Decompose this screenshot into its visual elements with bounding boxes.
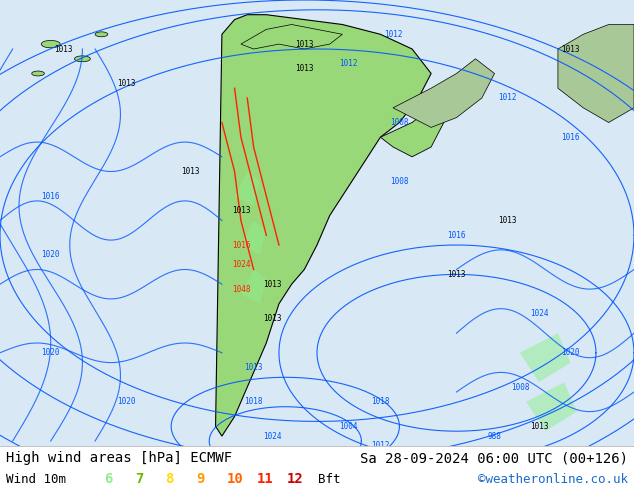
- Text: 1020: 1020: [561, 348, 580, 357]
- Ellipse shape: [95, 32, 108, 37]
- Text: 1008: 1008: [390, 118, 409, 127]
- Text: 1016: 1016: [447, 231, 466, 240]
- Text: Wind 10m: Wind 10m: [6, 473, 67, 486]
- Text: 1013: 1013: [244, 363, 263, 372]
- Text: High wind areas [hPa] ECMWF: High wind areas [hPa] ECMWF: [6, 451, 233, 465]
- Text: 1018: 1018: [371, 397, 390, 406]
- Text: Sa 28-09-2024 06:00 UTC (00+126): Sa 28-09-2024 06:00 UTC (00+126): [359, 451, 628, 465]
- Polygon shape: [235, 172, 260, 206]
- Text: 1030: 1030: [295, 451, 314, 460]
- Polygon shape: [393, 59, 495, 127]
- Text: 1020: 1020: [117, 397, 136, 406]
- Text: 12: 12: [287, 472, 304, 486]
- Text: 9: 9: [196, 472, 204, 486]
- Text: ©weatheronline.co.uk: ©weatheronline.co.uk: [477, 473, 628, 486]
- Text: 1013: 1013: [263, 314, 282, 323]
- Text: 1000: 1000: [257, 471, 276, 480]
- Text: 1008: 1008: [510, 383, 529, 392]
- Text: 1024: 1024: [529, 309, 548, 318]
- Text: 1012: 1012: [371, 441, 390, 450]
- Text: 6: 6: [105, 472, 113, 486]
- Polygon shape: [241, 24, 342, 49]
- Text: 11: 11: [257, 472, 273, 486]
- Text: 1018: 1018: [244, 397, 263, 406]
- Text: 1016: 1016: [561, 133, 580, 142]
- Ellipse shape: [41, 40, 60, 48]
- Text: 1016: 1016: [41, 192, 60, 200]
- Text: 1013: 1013: [263, 280, 282, 289]
- Text: 992: 992: [424, 451, 438, 460]
- Polygon shape: [558, 24, 634, 122]
- Text: 1012: 1012: [384, 30, 403, 39]
- Text: 1013: 1013: [561, 45, 580, 53]
- Polygon shape: [520, 333, 571, 382]
- Ellipse shape: [75, 56, 90, 62]
- Text: 10: 10: [226, 472, 243, 486]
- Text: Bft: Bft: [318, 473, 340, 486]
- Text: 1004: 1004: [212, 451, 231, 460]
- Ellipse shape: [32, 71, 44, 76]
- Polygon shape: [241, 270, 266, 304]
- Text: 1013: 1013: [181, 167, 200, 176]
- Text: 984: 984: [342, 471, 356, 480]
- Text: 1013: 1013: [231, 206, 250, 215]
- Text: 1013: 1013: [54, 45, 73, 53]
- Text: 1013: 1013: [498, 216, 517, 225]
- Text: 1024: 1024: [231, 260, 250, 269]
- Text: 1024: 1024: [263, 432, 282, 441]
- Text: 966: 966: [297, 481, 311, 490]
- Text: 1020: 1020: [41, 250, 60, 259]
- Text: 1013: 1013: [529, 422, 548, 431]
- Text: 1013: 1013: [295, 64, 314, 73]
- Text: 8: 8: [165, 472, 174, 486]
- Text: 1008: 1008: [390, 177, 409, 186]
- Text: 1012: 1012: [339, 59, 358, 68]
- Text: 988: 988: [488, 432, 501, 441]
- Text: 966: 966: [323, 466, 337, 475]
- Text: 1013: 1013: [447, 270, 466, 279]
- Text: 1004: 1004: [339, 422, 358, 431]
- Text: 1048: 1048: [231, 285, 250, 294]
- Polygon shape: [216, 15, 431, 436]
- Text: 7: 7: [135, 472, 143, 486]
- Bar: [0, 446, 634, 490]
- Text: 1016: 1016: [231, 241, 250, 249]
- Text: 988: 988: [373, 461, 387, 470]
- Text: 1013: 1013: [295, 40, 314, 49]
- Polygon shape: [241, 220, 266, 255]
- Polygon shape: [526, 382, 577, 431]
- Text: 1013: 1013: [117, 79, 136, 88]
- Polygon shape: [380, 108, 444, 157]
- Text: 1020: 1020: [41, 348, 60, 357]
- Text: 1012: 1012: [498, 94, 517, 102]
